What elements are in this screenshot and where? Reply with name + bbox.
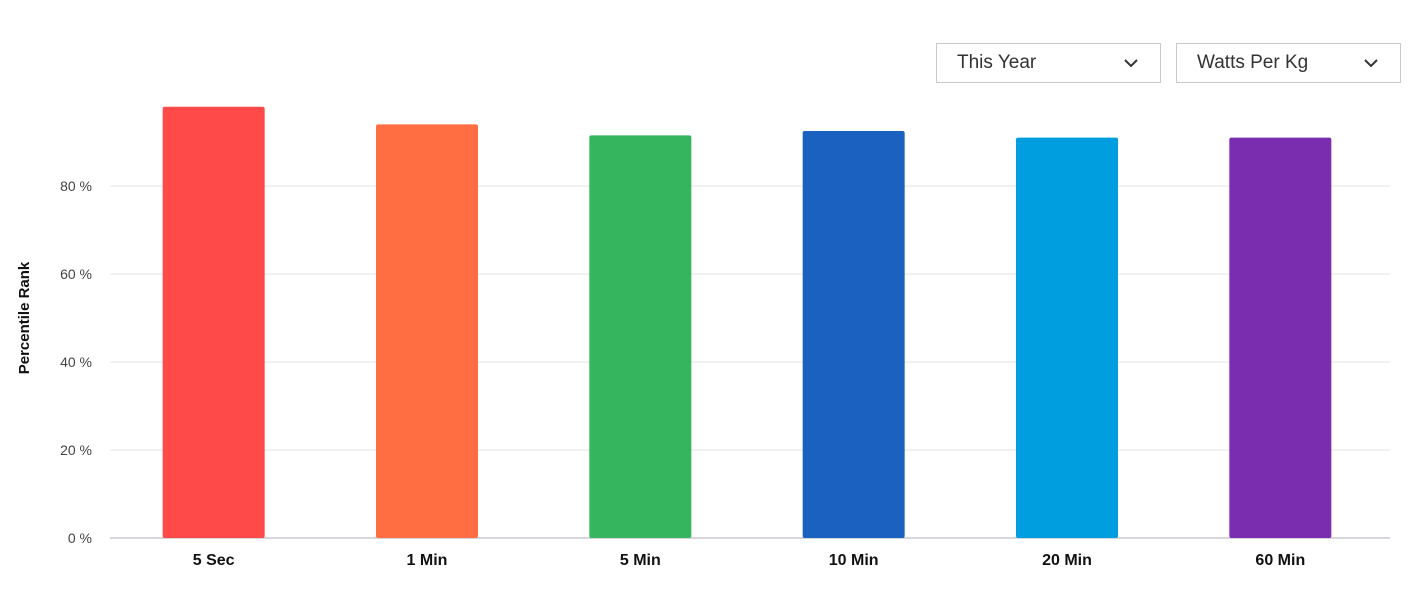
bar (1229, 137, 1332, 538)
grid-lines (110, 185, 1390, 539)
labels: 0 % 20 % 40 % 60 % 80 % 5 Sec 1 Min 5 Min 10 Min… (60, 178, 1305, 569)
x-tick-label: 5 Min (620, 552, 661, 569)
y-tick-label: 0 % (68, 530, 92, 546)
x-tick-label: 5 Sec (193, 552, 235, 569)
period-select-value: This Year (957, 52, 1037, 73)
y-tick-label: 60 % (60, 266, 92, 282)
bar (1016, 137, 1118, 538)
x-tick-label: 60 Min (1255, 552, 1305, 569)
x-tick-label: 10 Min (829, 552, 879, 569)
bars (162, 106, 1332, 539)
chevron-down-icon (1364, 59, 1378, 68)
bar (376, 124, 478, 539)
bar (802, 131, 905, 538)
period-select[interactable]: This Year (936, 43, 1161, 83)
y-tick-label: 80 % (60, 178, 92, 194)
chevron-down-icon (1124, 59, 1138, 68)
metric-select-value: Watts Per Kg (1197, 52, 1309, 73)
bar (162, 106, 265, 539)
bar (589, 135, 692, 538)
y-axis-label: Percentile Rank (16, 261, 33, 374)
y-tick-label: 20 % (60, 442, 92, 458)
x-tick-label: 20 Min (1042, 552, 1092, 569)
metric-select[interactable]: Watts Per Kg (1176, 43, 1401, 83)
y-tick-label: 40 % (60, 354, 92, 370)
x-tick-label: 1 Min (407, 552, 448, 569)
